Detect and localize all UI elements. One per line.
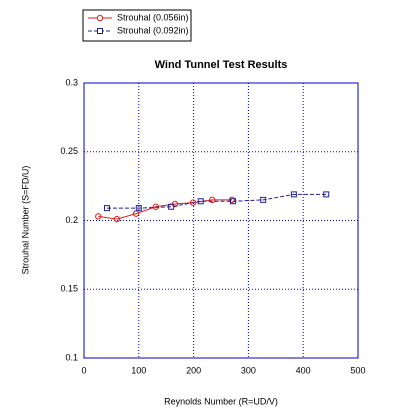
plot-frame <box>83 82 359 359</box>
x-axis-label: Reynolds Number (R=UD/V) <box>164 396 278 406</box>
data-point <box>168 203 175 210</box>
x-tick-label: 500 <box>350 365 365 375</box>
data-point <box>95 213 102 220</box>
legend-marker <box>96 14 104 22</box>
data-point <box>290 191 297 198</box>
x-tick-label: 100 <box>131 365 146 375</box>
series-line <box>107 193 327 209</box>
data-point <box>189 199 197 206</box>
x-tick-label: 0 <box>81 365 86 375</box>
data-point <box>152 203 159 210</box>
y-tick-label: 0.3 <box>65 77 78 87</box>
data-point <box>197 198 204 205</box>
x-tick-label: 300 <box>241 365 256 375</box>
data-point <box>104 205 111 212</box>
series-line <box>98 199 232 220</box>
data-point <box>228 196 236 204</box>
data-point <box>209 196 216 204</box>
y-tick-label: 0.15 <box>60 284 78 294</box>
y-tick-label: 0.1 <box>65 352 78 362</box>
y-tick-label: 0.25 <box>60 146 78 156</box>
data-point <box>230 198 237 205</box>
legend-marker <box>97 28 103 34</box>
data-point <box>135 205 142 212</box>
legend-label: Strouhal (0.092in) <box>117 25 189 35</box>
y-axis-label: Strouhal Number (S=FD/U) <box>20 166 30 275</box>
data-point <box>260 196 267 203</box>
legend-label: Strouhal (0.056in) <box>117 12 189 22</box>
data-point <box>323 191 330 198</box>
data-point <box>113 215 121 223</box>
y-tick-label: 0.2 <box>65 215 78 225</box>
chart-title: Wind Tunnel Test Results <box>155 59 288 71</box>
x-tick-label: 200 <box>186 365 201 375</box>
x-tick-label: 400 <box>296 365 311 375</box>
